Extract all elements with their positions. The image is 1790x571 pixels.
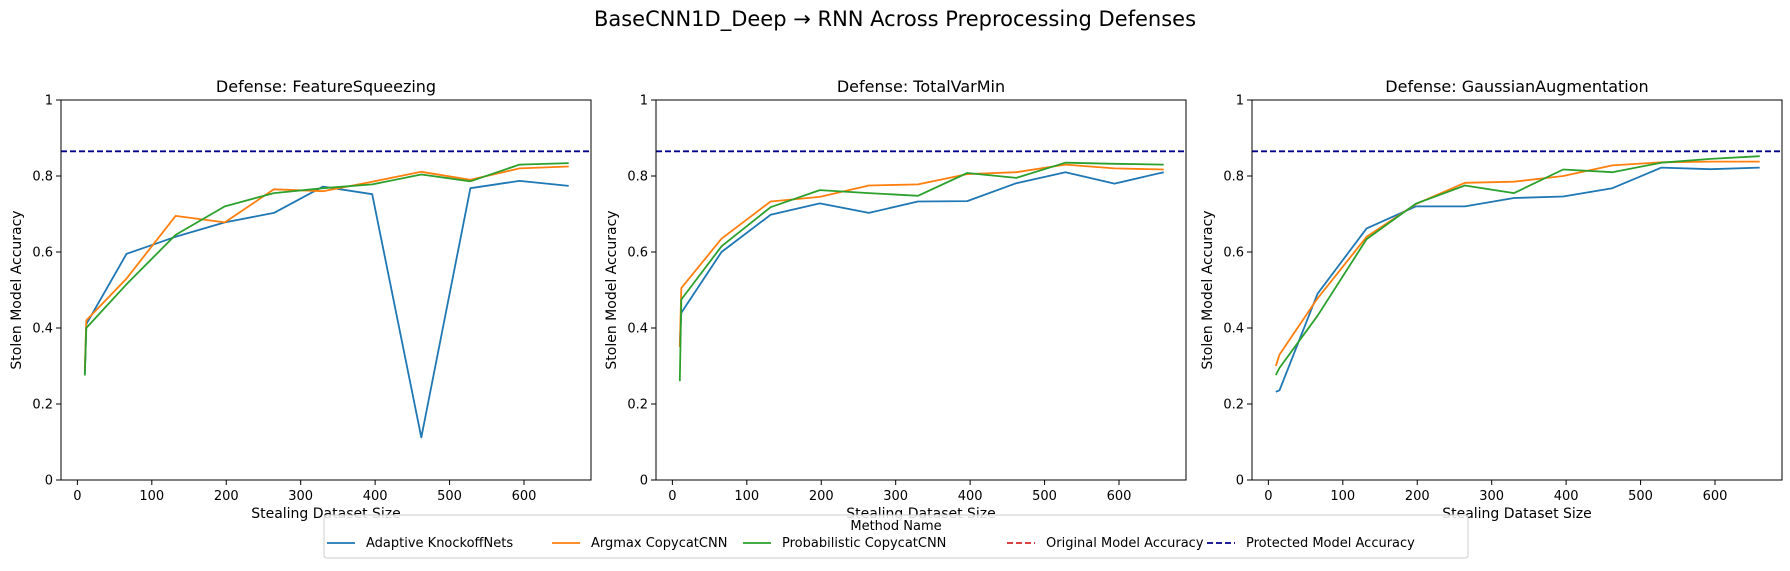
- legend-entry-label: Probabilistic CopycatCNN: [782, 536, 946, 551]
- y-tick-label: 1: [1236, 94, 1244, 109]
- legend: Method Name Adaptive KnockoffNets Argmax C…: [323, 514, 1469, 559]
- legend-title: Method Name: [850, 519, 941, 534]
- x-axis-label: Stealing Dataset Size: [1442, 506, 1592, 522]
- x-tick-label: 400: [958, 489, 983, 504]
- x-tick-label: 300: [1479, 489, 1504, 504]
- y-tick-label: 0.6: [1223, 246, 1244, 261]
- chart-title: Defense: TotalVarMin: [837, 77, 1005, 96]
- x-tick-label: 100: [1330, 489, 1355, 504]
- figure-title: BaseCNN1D_Deep → RNN Across Preprocessin…: [594, 7, 1196, 32]
- y-axis-label: Stolen Model Accuracy: [1200, 210, 1216, 369]
- y-tick-label: 0.8: [1223, 170, 1244, 185]
- x-tick-label: 500: [1628, 489, 1653, 504]
- x-tick-label: 200: [214, 489, 239, 504]
- series-line-argmax-copycatcnn: [83, 165, 569, 370]
- chart-title: Defense: GaussianAugmentation: [1385, 77, 1648, 96]
- y-tick-label: 0: [1236, 474, 1244, 489]
- x-tick-label: 200: [809, 489, 834, 504]
- y-tick-label: 0: [640, 474, 648, 489]
- x-tick-label: 0: [1264, 489, 1272, 504]
- y-tick-label: 0.2: [32, 398, 53, 413]
- x-tick-label: 0: [668, 489, 676, 504]
- y-tick-label: 0.4: [32, 322, 53, 337]
- chart-panel-3: Defense: GaussianAugmentation 0 100 200 300 4…: [1200, 77, 1783, 522]
- y-tick-label: 0.6: [32, 246, 53, 261]
- x-tick-label: 500: [1032, 489, 1057, 504]
- y-tick-label: 0.2: [1223, 398, 1244, 413]
- x-tick-label: 100: [139, 489, 164, 504]
- series-line-adaptive-knockoffnets: [83, 179, 569, 439]
- x-tick-label: 500: [437, 489, 462, 504]
- legend-entry-label: Original Model Accuracy: [1046, 536, 1204, 551]
- series-line-probabilistic-copycatcnn: [1274, 155, 1760, 376]
- x-tick-label: 300: [288, 489, 313, 504]
- legend-entry-label: Adaptive KnockoffNets: [366, 536, 513, 551]
- plot-area: [1252, 150, 1782, 393]
- y-tick-label: 0.8: [32, 170, 53, 185]
- x-tick-label: 300: [883, 489, 908, 504]
- plot-area: [61, 150, 591, 439]
- x-tick-label: 400: [1554, 489, 1579, 504]
- y-axis-label: Stolen Model Accuracy: [604, 210, 620, 369]
- axes-frame: [60, 99, 592, 481]
- legend-entry-label: Protected Model Accuracy: [1246, 536, 1415, 551]
- x-tick-label: 600: [1703, 489, 1728, 504]
- y-tick-label: 0: [45, 474, 53, 489]
- x-tick-label: 100: [734, 489, 759, 504]
- x-tick-label: 200: [1405, 489, 1430, 504]
- x-tick-label: 0: [73, 489, 81, 504]
- x-tick-label: 600: [512, 489, 537, 504]
- y-tick-label: 0.8: [627, 170, 648, 185]
- series-line-adaptive-knockoffnets: [678, 171, 1164, 344]
- axes-frame: [655, 99, 1187, 481]
- chart-title: Defense: FeatureSqueezing: [216, 77, 436, 96]
- y-tick-label: 0.4: [627, 322, 648, 337]
- legend-entry-label: Argmax CopycatCNN: [591, 536, 727, 551]
- y-axis-label: Stolen Model Accuracy: [9, 210, 25, 369]
- x-tick-label: 400: [363, 489, 388, 504]
- chart-panel-2: Defense: TotalVarMin 0 100 200 300 400 500 600 0…: [604, 77, 1187, 522]
- axes-frame: [1251, 99, 1783, 481]
- y-tick-label: 0.4: [1223, 322, 1244, 337]
- x-tick-label: 600: [1107, 489, 1132, 504]
- series-line-probabilistic-copycatcnn: [678, 161, 1164, 382]
- y-tick-label: 1: [640, 94, 648, 109]
- series-line-argmax-copycatcnn: [678, 163, 1164, 348]
- y-tick-label: 1: [45, 94, 53, 109]
- series-line-adaptive-knockoffnets: [1275, 166, 1760, 393]
- series-line-probabilistic-copycatcnn: [83, 162, 569, 376]
- chart-panel-1: Defense: FeatureSqueezing 0 100 200 300 400 50…: [9, 77, 592, 522]
- legend-frame: [323, 514, 1469, 559]
- y-tick-label: 0.2: [627, 398, 648, 413]
- plot-area: [656, 150, 1186, 382]
- y-tick-label: 0.6: [627, 246, 648, 261]
